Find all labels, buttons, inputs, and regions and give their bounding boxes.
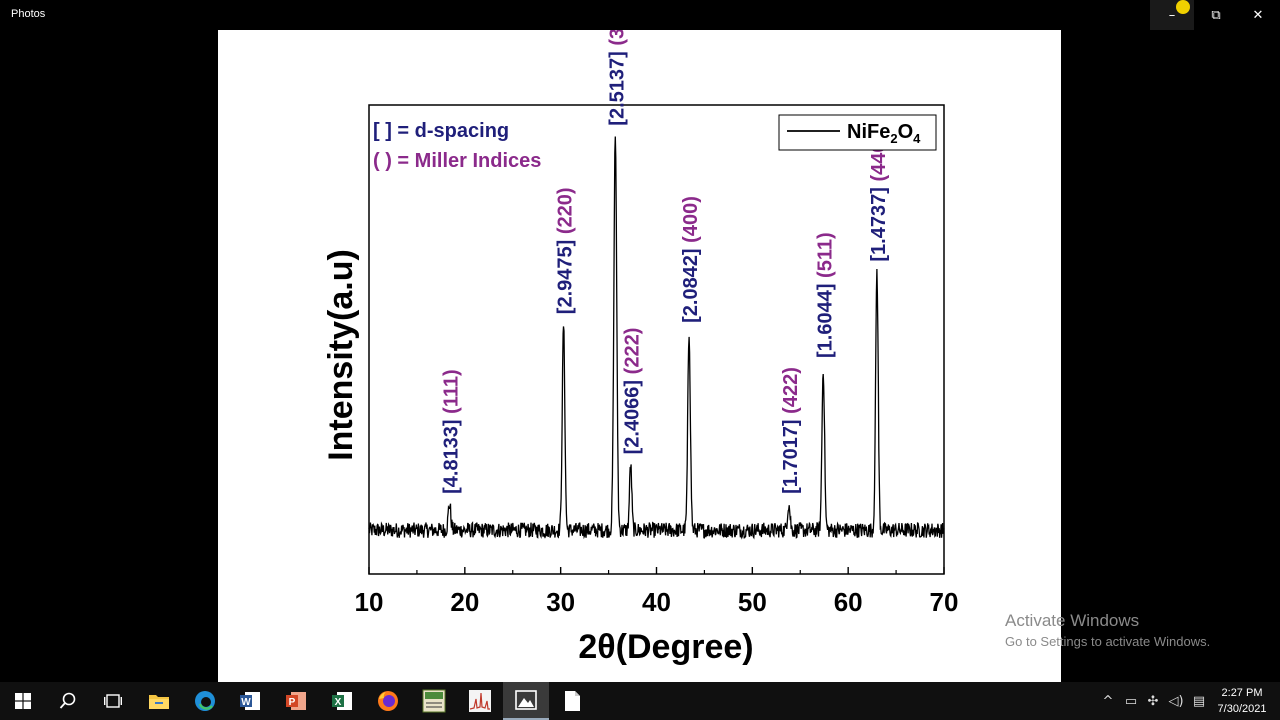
powerpoint-button[interactable]: P — [273, 682, 319, 720]
chevron-up-icon: ^ — [1102, 693, 1114, 709]
legend-box — [778, 114, 937, 151]
x-tick-label: 50 — [738, 587, 767, 617]
restore-icon: ⧉ — [1211, 7, 1221, 23]
edge-icon — [195, 691, 215, 711]
d-spacing-value: [1.4737] — [868, 182, 890, 262]
maximize-button[interactable]: ⧉ — [1194, 0, 1238, 30]
miller-index: (422) — [780, 367, 802, 414]
watermark-title: Activate Windows — [1005, 611, 1140, 630]
miller-index: (111) — [441, 369, 463, 413]
watermark-subtitle: Go to Settings to activate Windows. — [1005, 634, 1211, 649]
d-spacing-value: [2.5137] — [606, 46, 628, 126]
d-spacing-value: [4.8133] — [441, 414, 463, 494]
close-icon: ✕ — [1252, 7, 1264, 23]
word-button[interactable]: W — [227, 682, 273, 720]
d-spacing-value: [1.7017] — [780, 414, 802, 494]
peak-label: [4.8133] (111) — [441, 369, 463, 494]
windows-logo-icon — [15, 693, 31, 709]
svg-text:W: W — [241, 697, 251, 708]
search-button[interactable] — [45, 682, 91, 720]
xps-toolbar-icon — [422, 689, 446, 713]
peak-label: [2.0842] (400) — [680, 196, 702, 323]
notepad-button[interactable] — [549, 682, 595, 720]
svg-text:P: P — [289, 697, 296, 708]
file-explorer-icon — [149, 695, 169, 709]
search-icon — [59, 692, 76, 709]
d-spacing-key: [ ] = d-spacing — [373, 120, 509, 142]
xrd-pattern-line — [368, 136, 945, 540]
peak-label: [1.6044] (511) — [814, 232, 836, 358]
miller-index: (511) — [814, 232, 836, 278]
d-spacing-value: [2.4066] — [622, 374, 644, 454]
miller-key: ( ) = Miller Indices — [373, 150, 541, 172]
x-axis-label: 2θ(Degree) — [578, 628, 753, 666]
peak-label: [1.7017] (422) — [780, 367, 802, 494]
legend-sub-2: 4 — [913, 131, 921, 146]
edge-button[interactable] — [182, 682, 228, 720]
peak-label: [2.5137] (311) — [606, 30, 628, 126]
photo-viewer-image: 10 20 30 40 50 60 70 [4.8133] (111) [2.9475] (2… — [218, 30, 1061, 682]
legend-label-o: O — [898, 121, 914, 143]
battery-status[interactable]: ▭ — [1121, 682, 1141, 720]
d-spacing-value: [1.6044] — [814, 278, 836, 358]
d-spacing-value: [2.9475] — [555, 234, 577, 314]
xrd-chart: 10 20 30 40 50 60 70 [4.8133] (111) [2.9475] (2… — [322, 30, 959, 666]
x-tick-label: 20 — [450, 587, 479, 617]
notepad-icon — [565, 691, 580, 711]
legend-label: NiFe2O4 — [847, 121, 921, 146]
peak-label: [1.4737] (440) — [868, 135, 890, 262]
notifications-icon: ▤ — [1192, 693, 1206, 709]
svg-text:X: X — [335, 697, 342, 708]
notifications-button[interactable]: ▤ — [1189, 682, 1209, 720]
battery-icon: ▭ — [1124, 693, 1138, 709]
y-axis-label: Intensity(a.u) — [322, 249, 360, 461]
photos-button[interactable] — [503, 682, 549, 720]
network-icon: ✣ — [1147, 693, 1159, 709]
app-title: Photos — [11, 8, 46, 20]
powerpoint-icon: P — [286, 692, 306, 710]
mouse-cursor-icon — [1176, 0, 1190, 14]
taskbar: W P X ^ ▭ ✣ ◁) ▤ 2:27 PM 7/30/2021 — [0, 682, 1280, 720]
excel-icon: X — [332, 692, 352, 710]
legend: NiFe2O4 — [778, 114, 937, 151]
taskbar-clock[interactable]: 2:27 PM 7/30/2021 — [1212, 685, 1272, 717]
start-button[interactable] — [0, 682, 46, 720]
peak-label: [2.9475] (220) — [555, 187, 577, 314]
xps-toolbar-button[interactable] — [411, 682, 457, 720]
title-bar: Photos – ⧉ ✕ — [0, 0, 1280, 30]
legend-sub-1: 2 — [890, 131, 897, 146]
x-tick-label: 40 — [642, 587, 671, 617]
miller-index: (311) — [606, 30, 628, 46]
plot-frame — [368, 104, 945, 575]
task-view-button[interactable] — [90, 682, 136, 720]
x-tick-label: 30 — [546, 587, 575, 617]
word-icon: W — [240, 692, 260, 710]
miller-index: (222) — [622, 328, 644, 375]
excel-button[interactable]: X — [319, 682, 365, 720]
firefox-button[interactable] — [365, 682, 411, 720]
photos-icon — [515, 690, 537, 710]
miller-index: (220) — [555, 187, 577, 234]
xrd-app-button[interactable] — [457, 682, 503, 720]
activation-watermark: Activate Windows Go to Settings to activ… — [1005, 611, 1210, 649]
close-button[interactable]: ✕ — [1236, 0, 1280, 30]
x-tick-label: 60 — [834, 587, 863, 617]
network-status[interactable]: ✣ — [1143, 682, 1163, 720]
x-tick-label: 70 — [930, 587, 959, 617]
minimize-icon: – — [1168, 7, 1176, 23]
miller-index: (400) — [680, 196, 702, 243]
show-hidden-icons-button[interactable]: ^ — [1099, 682, 1117, 720]
clock-time: 2:27 PM — [1221, 687, 1263, 699]
xrd-app-icon — [469, 690, 491, 712]
volume-icon: ◁) — [1168, 693, 1184, 709]
firefox-icon — [378, 691, 398, 711]
legend-label-main: NiFe — [847, 121, 890, 143]
d-spacing-value: [2.0842] — [680, 243, 702, 323]
peak-label: [2.4066] (222) — [622, 328, 644, 455]
x-tick-label: 10 — [355, 587, 384, 617]
file-explorer-button[interactable] — [136, 682, 182, 720]
task-view-icon — [104, 694, 122, 708]
volume-control[interactable]: ◁) — [1165, 682, 1187, 720]
clock-date: 7/30/2021 — [1217, 703, 1267, 715]
